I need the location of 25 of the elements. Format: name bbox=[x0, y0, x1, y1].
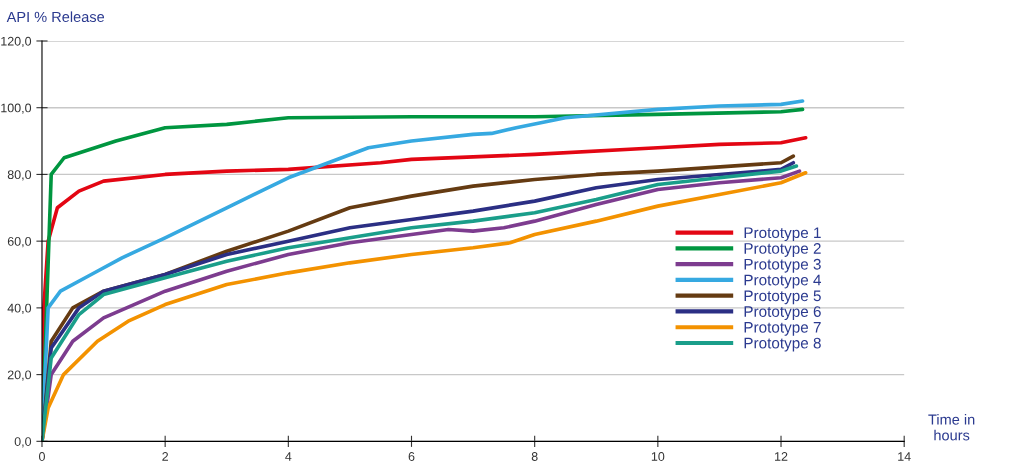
x-tick-label: 14 bbox=[898, 452, 911, 461]
x-tick-label: 4 bbox=[285, 452, 292, 461]
legend-label: Prototype 3 bbox=[744, 258, 821, 273]
x-tick-label: 2 bbox=[162, 452, 169, 461]
x-axis-title: Time in hours bbox=[928, 414, 975, 441]
y-tick-label: 100,0 bbox=[1, 103, 32, 114]
legend-label: Prototype 4 bbox=[744, 274, 822, 289]
x-tick-label: 0 bbox=[39, 452, 45, 461]
legend-label: Prototype 7 bbox=[744, 322, 821, 336]
x-tick-label: 6 bbox=[408, 452, 415, 461]
y-tick-label: 0,0 bbox=[14, 437, 32, 448]
y-tick-label: 20,0 bbox=[7, 370, 32, 381]
y-tick-label: 80,0 bbox=[7, 170, 32, 181]
legend-label: Prototype 6 bbox=[744, 306, 821, 320]
x-tick-label: 12 bbox=[775, 452, 788, 461]
y-axis-title: API % Release bbox=[6, 11, 105, 23]
y-tick-label: 60,0 bbox=[7, 236, 32, 248]
x-tick-label: 8 bbox=[531, 452, 538, 461]
y-tick-label: 120,0 bbox=[1, 36, 32, 48]
legend-label: Prototype 5 bbox=[744, 290, 821, 305]
legend-label: Prototype 1 bbox=[744, 227, 821, 242]
legend-label: Prototype 8 bbox=[744, 337, 821, 352]
x-tick-label: 10 bbox=[651, 452, 665, 461]
y-tick-label: 40,0 bbox=[7, 303, 32, 315]
legend-label: Prototype 2 bbox=[744, 243, 821, 257]
